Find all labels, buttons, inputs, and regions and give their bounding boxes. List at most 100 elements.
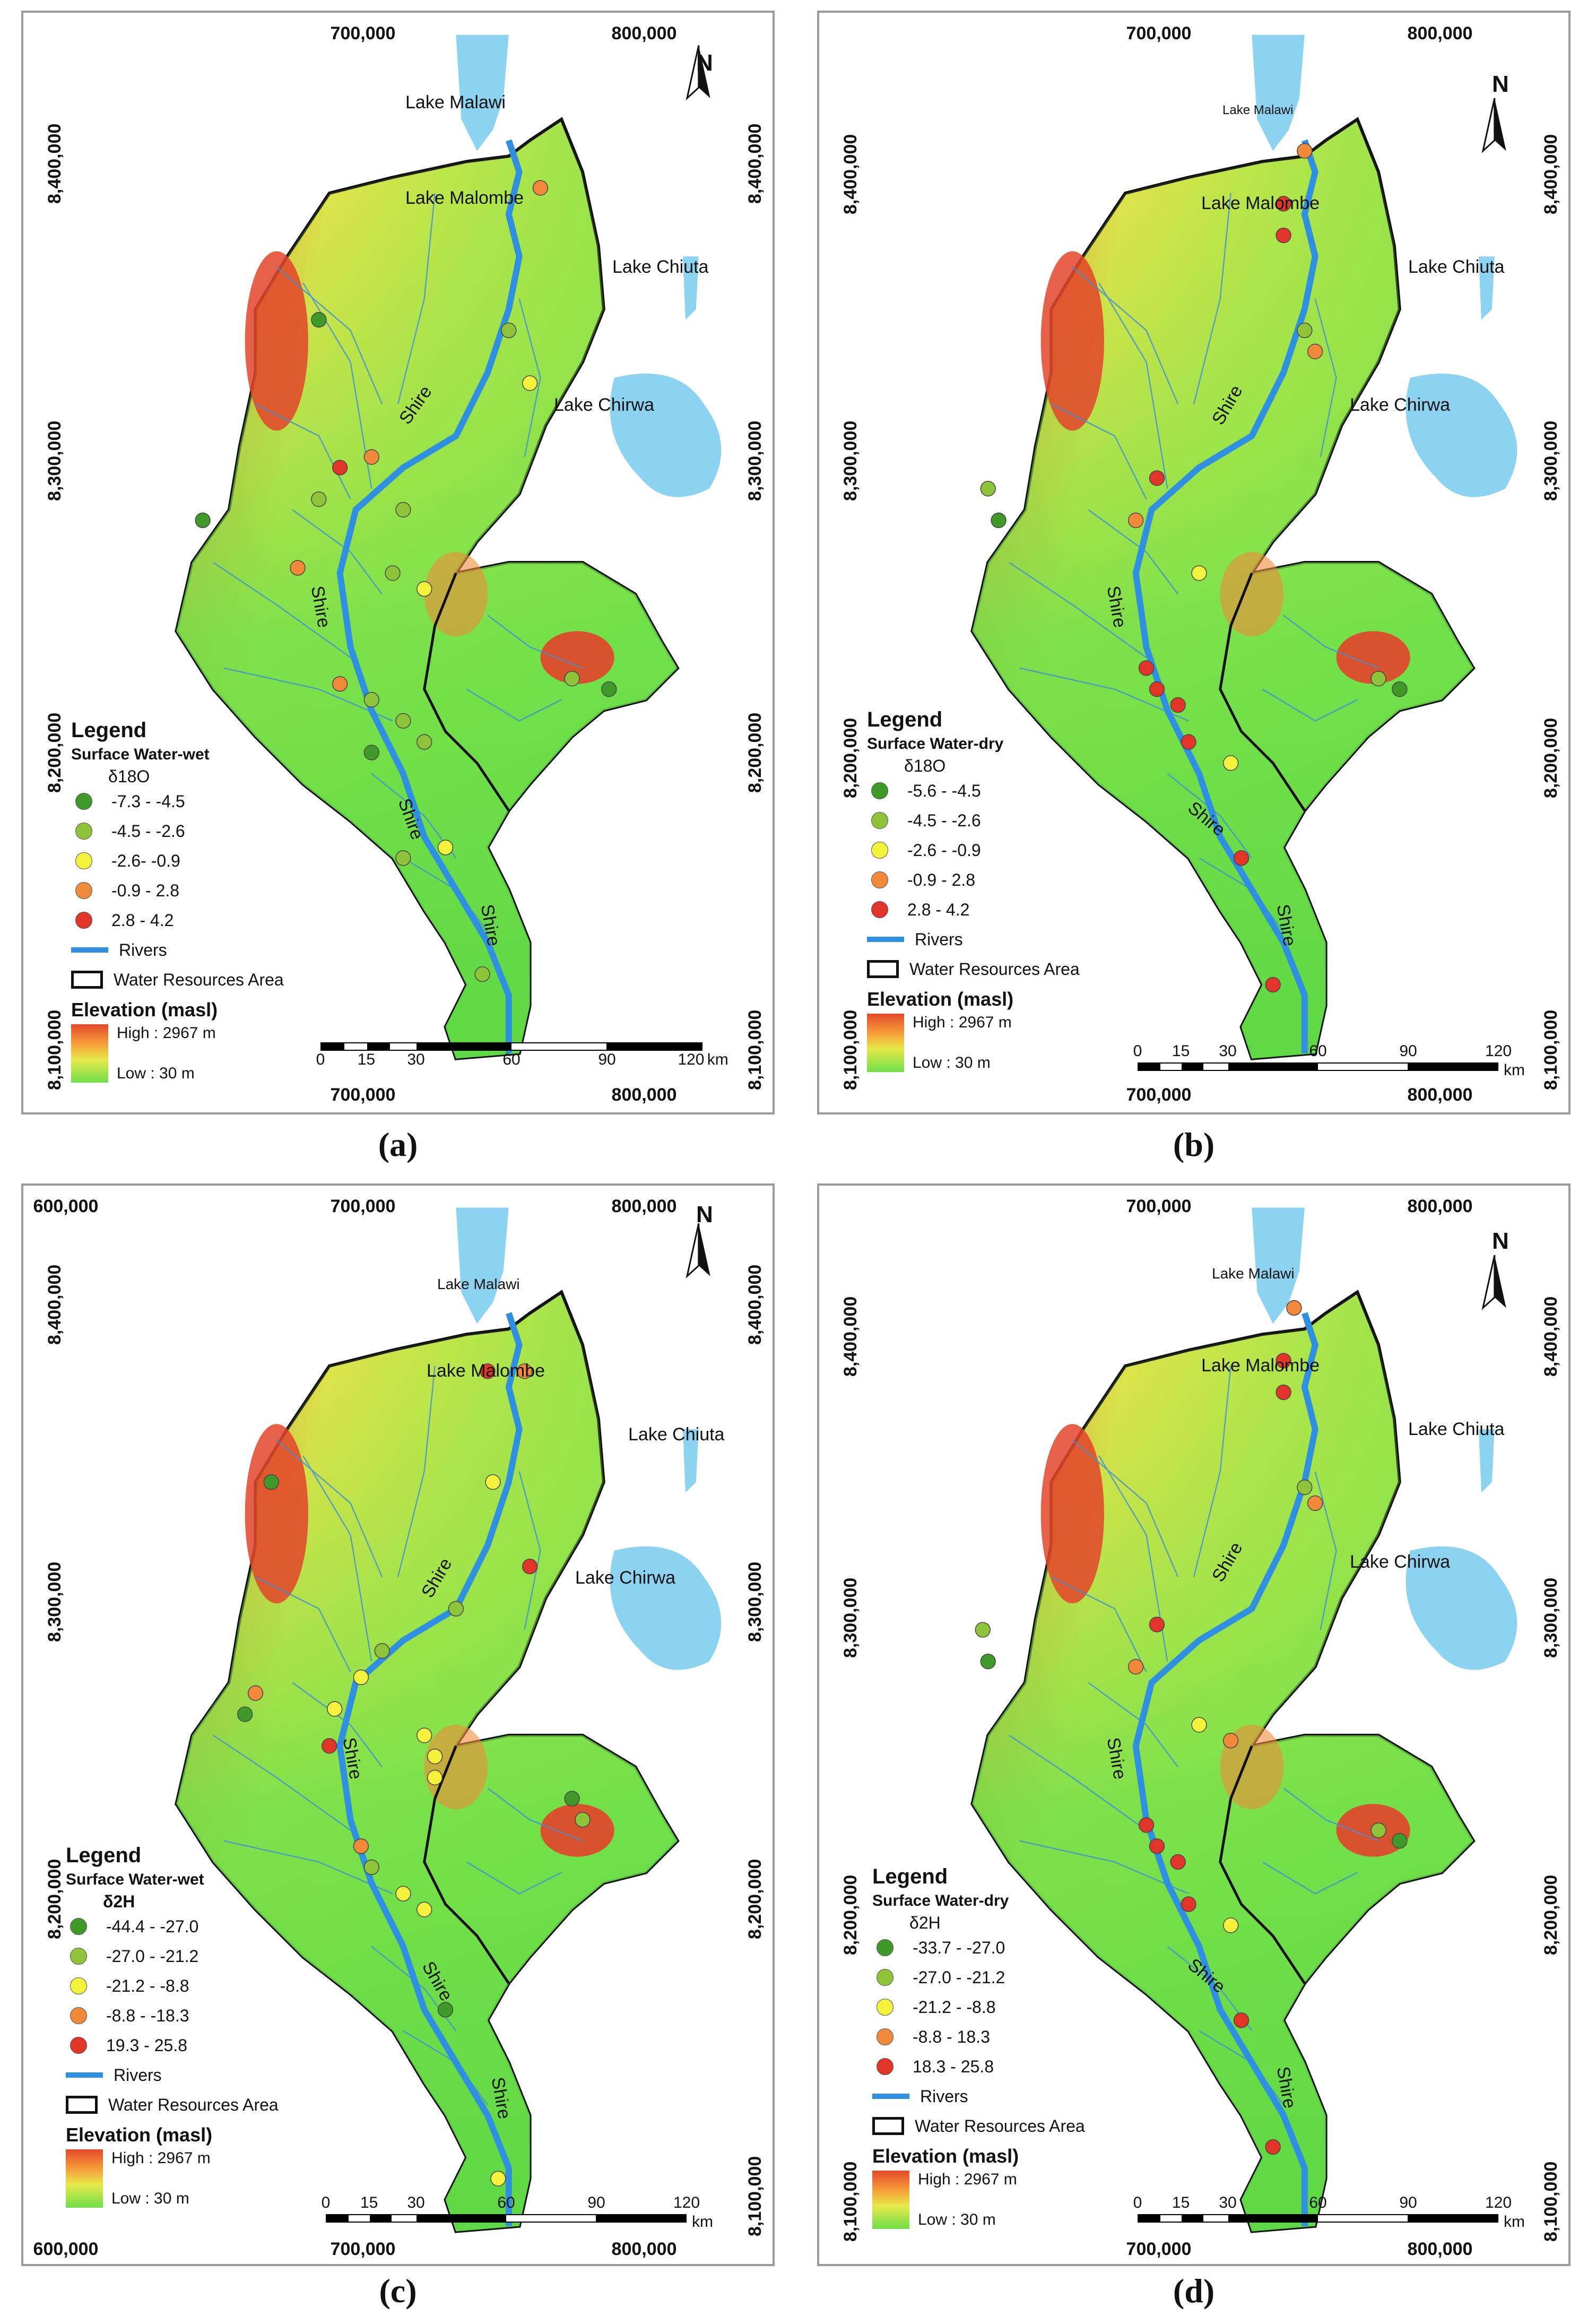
- label-lake-chirwa: Lake Chirwa: [1350, 1552, 1450, 1572]
- sample-points-a: [195, 180, 617, 982]
- legend-elevation-ramp: High : 2967 m Low : 30 m: [66, 2149, 279, 2208]
- scale-bar-c: 0 15 30 60 90 120 km: [321, 2194, 713, 2231]
- north-arrow-icon: [686, 1223, 710, 1279]
- x-coord-800-bottom: 800,000: [611, 2239, 677, 2259]
- legend-wra: Water Resources Area: [867, 954, 1080, 984]
- y-coord-8400: 8,400,000: [840, 1296, 861, 1377]
- y-coord-8300-right: 8,300,000: [745, 420, 765, 501]
- map-panel-d: N Lake Malawi Lake Malombe Lake Chiuta L…: [817, 1183, 1571, 2266]
- x-coord-700-top: 700,000: [330, 23, 396, 44]
- legend-subtitle: Surface Water-dry: [867, 735, 1004, 753]
- x-coord-800-bottom: 800,000: [1407, 1085, 1473, 1105]
- legend-class-2: -27.0 - -21.2: [872, 1963, 1085, 1992]
- legend-elevation-title: Elevation (masl): [867, 988, 1014, 1010]
- scale-unit: km: [692, 2213, 713, 2231]
- legend-title: Legend: [867, 708, 943, 731]
- label-lake-chiuta: Lake Chiuta: [628, 1424, 725, 1445]
- y-coord-8300-right: 8,300,000: [1541, 420, 1561, 501]
- y-coord-8400: 8,400,000: [45, 1264, 65, 1345]
- legend-title: Legend: [71, 719, 147, 742]
- north-arrow-icon: [1481, 1255, 1506, 1310]
- legend-class-1: -33.7 - -27.0: [872, 1933, 1085, 1963]
- map-b: [819, 13, 1568, 1112]
- legend-class-1: -44.4 - -27.0: [66, 1912, 279, 1941]
- legend-class-5: 19.3 - 25.8: [66, 2030, 279, 2060]
- legend-rivers: Rivers: [71, 935, 284, 965]
- x-coord-800-top: 800,000: [611, 23, 677, 44]
- sample-points-d: [975, 1300, 1408, 2155]
- legend-subtitle: Surface Water-wet: [71, 746, 210, 763]
- legend-subtitle: Surface Water-wet: [66, 1871, 204, 1888]
- scale-bar-d: 0 15 30 60 90 120 km: [1133, 2194, 1525, 2231]
- label-lake-malombe: Lake Malombe: [405, 188, 524, 208]
- label-lake-chirwa: Lake Chirwa: [554, 395, 654, 415]
- north-label: N: [696, 1202, 713, 1228]
- legend-elevation-title: Elevation (masl): [71, 999, 218, 1021]
- x-coord-700-bottom: 700,000: [1126, 1085, 1192, 1105]
- scale-unit: km: [1504, 2213, 1525, 2231]
- legend-c: Legend Surface Water-wet δ2H -44.4 - -27…: [66, 1844, 279, 2208]
- y-coord-8300: 8,300,000: [840, 1577, 861, 1658]
- x-coord-600-top: 600,000: [33, 1196, 99, 1216]
- legend-wra: Water Resources Area: [872, 2111, 1085, 2141]
- legend-isotope: δ18O: [904, 756, 946, 775]
- y-coord-8200-right: 8,200,000: [745, 712, 765, 793]
- sample-points-c: [237, 1363, 591, 2187]
- label-lake-malawi: Lake Malawi: [1222, 103, 1294, 117]
- y-coord-8100-right: 8,100,000: [1541, 2161, 1561, 2242]
- y-coord-8400-right: 8,400,000: [745, 123, 765, 204]
- y-coord-8100-right: 8,100,000: [745, 1009, 765, 1090]
- y-coord-8300: 8,300,000: [45, 1561, 65, 1642]
- y-coord-8200: 8,200,000: [840, 718, 861, 798]
- map-d: [819, 1186, 1568, 2264]
- label-lake-malawi: Lake Malawi: [405, 92, 506, 113]
- x-coord-800-top: 800,000: [1407, 23, 1473, 44]
- legend-b: Legend Surface Water-dry δ18O -5.6 - -4.…: [867, 708, 1080, 1072]
- legend-title: Legend: [66, 1844, 142, 1867]
- label-lake-chirwa: Lake Chirwa: [1350, 395, 1450, 415]
- y-coord-8100: 8,100,000: [840, 2161, 861, 2242]
- x-coord-600-bottom: 600,000: [33, 2239, 99, 2259]
- label-lake-chirwa: Lake Chirwa: [575, 1568, 675, 1588]
- y-coord-8200: 8,200,000: [45, 712, 65, 793]
- legend-rivers: Rivers: [872, 2081, 1085, 2111]
- y-coord-8300-right: 8,300,000: [1541, 1577, 1561, 1658]
- label-lake-malawi: Lake Malawi: [1212, 1265, 1295, 1282]
- map-c: [23, 1186, 773, 2264]
- north-label: N: [1492, 71, 1509, 97]
- legend-class-3: -21.2 - -8.8: [66, 1971, 279, 2001]
- label-lake-chiuta: Lake Chiuta: [1408, 1419, 1505, 1439]
- legend-class-4: -8.8 - 18.3: [872, 2022, 1085, 2052]
- north-arrow-icon: [1481, 98, 1506, 153]
- north-label: N: [696, 50, 713, 76]
- caption-c: (c): [379, 2272, 417, 2310]
- caption-d: (d): [1173, 2272, 1215, 2310]
- sample-points-b: [980, 143, 1408, 993]
- legend-elevation-ramp: High : 2967 m Low : 30 m: [867, 1014, 1080, 1072]
- y-coord-8200: 8,200,000: [45, 1859, 65, 1939]
- y-coord-8100-right: 8,100,000: [1541, 1009, 1561, 1090]
- legend-class-1: -5.6 - -4.5: [867, 776, 1080, 806]
- y-coord-8300: 8,300,000: [45, 420, 65, 501]
- x-coord-800-bottom: 800,000: [1407, 2239, 1473, 2259]
- label-lake-chiuta: Lake Chiuta: [612, 257, 709, 277]
- label-lake-malawi: Lake Malawi: [437, 1276, 520, 1292]
- legend-class-4: -8.8 - -18.3: [66, 2001, 279, 2030]
- legend-wra: Water Resources Area: [66, 2090, 279, 2120]
- map-panel-a: N Lake Malawi Lake Malombe Lake Chiuta L…: [21, 11, 775, 1114]
- x-coord-800-bottom: 800,000: [611, 1085, 677, 1105]
- legend-class-4: -0.9 - 2.8: [71, 876, 284, 905]
- x-coord-700-bottom: 700,000: [1126, 2239, 1192, 2259]
- y-coord-8400-right: 8,400,000: [745, 1264, 765, 1345]
- y-coord-8100: 8,100,000: [45, 1009, 65, 1090]
- label-lake-malombe: Lake Malombe: [427, 1361, 545, 1381]
- legend-class-2: -4.5 - -2.6: [71, 816, 284, 846]
- legend-a: Legend Surface Water-wet δ18O -7.3 - -4.…: [71, 719, 284, 1083]
- legend-class-2: -27.0 - -21.2: [66, 1941, 279, 1971]
- legend-subtitle: Surface Water-dry: [872, 1892, 1009, 1909]
- label-lake-chiuta: Lake Chiuta: [1408, 257, 1505, 277]
- y-coord-8200-right: 8,200,000: [1541, 718, 1561, 798]
- legend-elevation-ramp: High : 2967 m Low : 30 m: [872, 2171, 1085, 2229]
- scale-bar-b: 0 15 30 60 90 120 km: [1133, 1042, 1525, 1079]
- y-coord-8200: 8,200,000: [840, 1874, 861, 1955]
